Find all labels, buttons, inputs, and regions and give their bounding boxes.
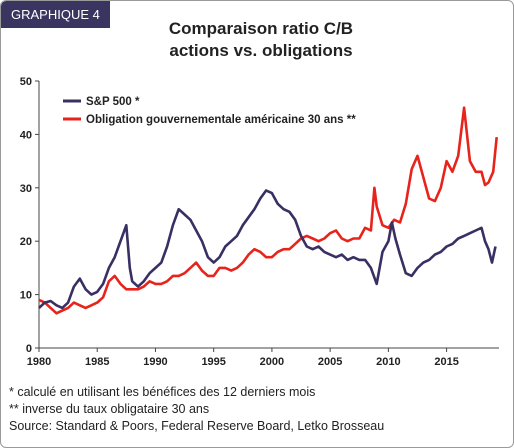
y-tick-label: 50: [20, 76, 32, 88]
legend-label-bond: Obligation gouvernementale américaine 30…: [86, 114, 356, 126]
series-line-bond: [38, 106, 498, 315]
x-tick-label: 1995: [201, 356, 225, 368]
figure-tag: GRAPHIQUE 4: [1, 1, 110, 28]
x-tick-label: 2005: [318, 356, 342, 368]
y-tick-label: 0: [26, 343, 32, 355]
x-tick-label: 1990: [143, 356, 167, 368]
x-tick-label: 2010: [376, 356, 400, 368]
x-tick-label: 1980: [27, 356, 51, 368]
y-tick-label: 20: [20, 236, 32, 248]
y-tick-label: 10: [20, 290, 32, 302]
legend-label-sp500: S&P 500 *: [86, 96, 140, 108]
footnote-bond: ** inverse du taux obligataire 30 ans: [9, 402, 210, 416]
chart-title-line1: Comparaison ratio C/B: [168, 19, 354, 38]
footnotes: * calculé en utilisant les bénéfices des…: [9, 384, 384, 435]
footnote-sp500: * calculé en utilisant les bénéfices des…: [9, 385, 316, 399]
series-line-sp500: [38, 189, 497, 310]
y-tick-label: 40: [20, 129, 32, 141]
y-tick-label: 30: [20, 183, 32, 195]
x-tick-label: 2000: [260, 356, 284, 368]
x-tick-label: 1985: [85, 356, 109, 368]
footnote-source: Source: Standard & Poors, Federal Reserv…: [9, 419, 385, 433]
chart-title-line2: actions vs. obligations: [169, 41, 353, 60]
x-tick-label: 2015: [434, 356, 458, 368]
